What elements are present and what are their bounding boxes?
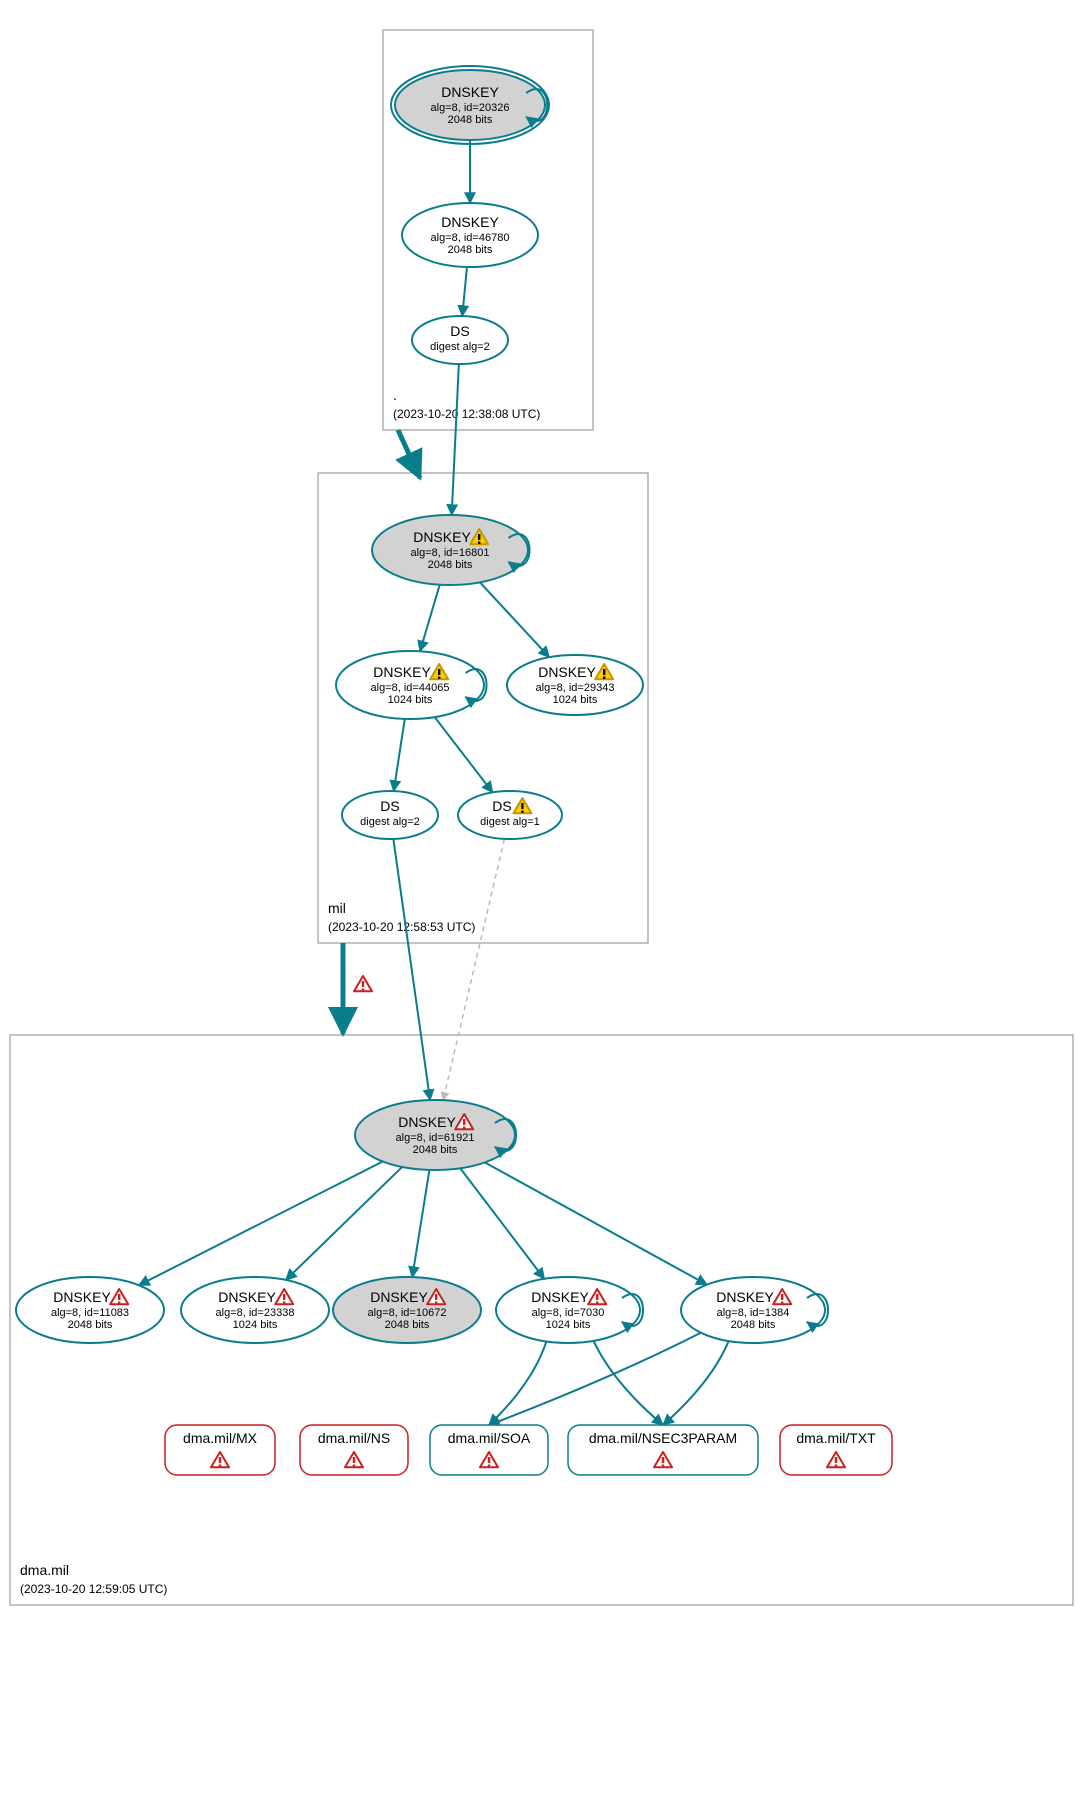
edge <box>452 364 459 515</box>
edge <box>286 1167 402 1280</box>
rrset-rr-txt: dma.mil/TXT <box>780 1425 892 1475</box>
rrset-rr-ns: dma.mil/NS <box>300 1425 408 1475</box>
zone-label: . <box>393 387 397 403</box>
edge <box>663 1341 729 1425</box>
node-sub1: digest alg=1 <box>480 816 540 828</box>
node-dma-ksk: DNSKEY alg=8, id=619212048 bits <box>355 1100 516 1170</box>
zone-label: mil <box>328 900 346 916</box>
rrset-rr-soa: dma.mil/SOA <box>430 1425 548 1475</box>
delegation-edge <box>398 430 420 478</box>
node-mil-ksk: DNSKEY alg=8, id=168012048 bits <box>372 515 530 585</box>
node-root-zsk: DNSKEY alg=8, id=467802048 bits <box>402 203 538 267</box>
node-sub1: alg=8, id=20326 <box>431 102 510 114</box>
node-sub1: digest alg=2 <box>360 816 420 828</box>
node-title: DNSKEY <box>441 214 499 230</box>
edge <box>460 1168 544 1279</box>
node-dma-k2: DNSKEY alg=8, id=233381024 bits <box>181 1277 329 1343</box>
node-mil-ds2: DS digest alg=1 <box>458 791 562 839</box>
node-sub2: 1024 bits <box>388 694 433 706</box>
node-title: DS <box>450 323 469 339</box>
edge <box>420 585 440 652</box>
node-sub1: alg=8, id=7030 <box>532 1307 605 1319</box>
node-sub1: digest alg=2 <box>430 341 490 353</box>
node-dma-k1: DNSKEY alg=8, id=110832048 bits <box>16 1277 164 1343</box>
rrset-rr-mx: dma.mil/MX <box>165 1425 275 1475</box>
node-title: DS <box>380 798 399 814</box>
rrset-label: dma.mil/TXT <box>796 1430 876 1446</box>
node-mil-zsk1: DNSKEY alg=8, id=440651024 bits <box>336 651 487 719</box>
edge <box>435 717 493 792</box>
edge <box>394 719 405 791</box>
edge <box>393 839 430 1100</box>
node-sub1: alg=8, id=1384 <box>717 1307 790 1319</box>
node-sub2: 2048 bits <box>413 1144 458 1156</box>
rrset-label: dma.mil/MX <box>183 1430 258 1446</box>
node-title: DNSKEY <box>441 84 499 100</box>
edge <box>412 1170 429 1277</box>
node-sub2: 2048 bits <box>448 114 493 126</box>
node-dma-k4: DNSKEY alg=8, id=70301024 bits <box>496 1277 643 1343</box>
edge <box>480 582 549 657</box>
rrset-label: dma.mil/SOA <box>448 1430 531 1446</box>
node-title: DNSKEY <box>53 1289 111 1305</box>
node-title: DNSKEY <box>370 1289 428 1305</box>
node-sub1: alg=8, id=10672 <box>368 1307 447 1319</box>
edge <box>593 1341 663 1425</box>
node-sub2: 2048 bits <box>428 559 473 571</box>
node-sub2: 2048 bits <box>385 1319 430 1331</box>
edge <box>462 267 467 316</box>
node-dma-k3: DNSKEY alg=8, id=106722048 bits <box>333 1277 481 1343</box>
edge <box>485 1162 707 1284</box>
node-root-ksk: DNSKEY alg=8, id=203262048 bits <box>391 66 549 144</box>
node-title: DNSKEY <box>531 1289 589 1305</box>
node-title: DNSKEY <box>538 664 596 680</box>
rrset-label: dma.mil/NSEC3PARAM <box>589 1430 737 1446</box>
node-title: DNSKEY <box>716 1289 774 1305</box>
node-sub2: 2048 bits <box>731 1319 776 1331</box>
node-sub1: alg=8, id=11083 <box>51 1307 129 1319</box>
rrset-rr-nsec: dma.mil/NSEC3PARAM <box>568 1425 758 1475</box>
node-title: DNSKEY <box>373 664 431 680</box>
node-sub1: alg=8, id=16801 <box>411 547 490 559</box>
node-mil-ds1: DS digest alg=2 <box>342 791 438 839</box>
node-sub1: alg=8, id=23338 <box>216 1307 295 1319</box>
node-sub1: alg=8, id=29343 <box>536 682 615 694</box>
zone-label: dma.mil <box>20 1562 69 1578</box>
node-mil-zsk2: DNSKEY alg=8, id=293431024 bits <box>507 655 643 715</box>
node-title: DS <box>492 798 511 814</box>
node-sub2: 1024 bits <box>233 1319 278 1331</box>
node-title: DNSKEY <box>413 529 471 545</box>
dnssec-diagram: . (2023-10-20 12:38:08 UTC) mil (2023-10-20… <box>0 0 1083 1811</box>
node-sub1: alg=8, id=44065 <box>371 682 450 694</box>
edge <box>443 839 504 1100</box>
node-sub2: 2048 bits <box>68 1319 113 1331</box>
rrset-label: dma.mil/NS <box>318 1430 390 1446</box>
zone-timestamp: (2023-10-20 12:58:53 UTC) <box>328 920 475 934</box>
node-sub1: alg=8, id=46780 <box>431 232 510 244</box>
edge <box>489 1341 546 1425</box>
node-sub2: 1024 bits <box>546 1319 591 1331</box>
zone-timestamp: (2023-10-20 12:59:05 UTC) <box>20 1582 167 1596</box>
zone-timestamp: (2023-10-20 12:38:08 UTC) <box>393 407 540 421</box>
node-sub1: alg=8, id=61921 <box>396 1132 475 1144</box>
node-title: DNSKEY <box>218 1289 276 1305</box>
node-title: DNSKEY <box>398 1114 456 1130</box>
node-sub2: 2048 bits <box>448 244 493 256</box>
node-sub2: 1024 bits <box>553 694 598 706</box>
node-root-ds: DS digest alg=2 <box>412 316 508 364</box>
edge <box>139 1162 383 1286</box>
error-icon <box>354 976 372 991</box>
node-dma-k5: DNSKEY alg=8, id=13842048 bits <box>681 1277 828 1343</box>
edge <box>489 1333 701 1425</box>
